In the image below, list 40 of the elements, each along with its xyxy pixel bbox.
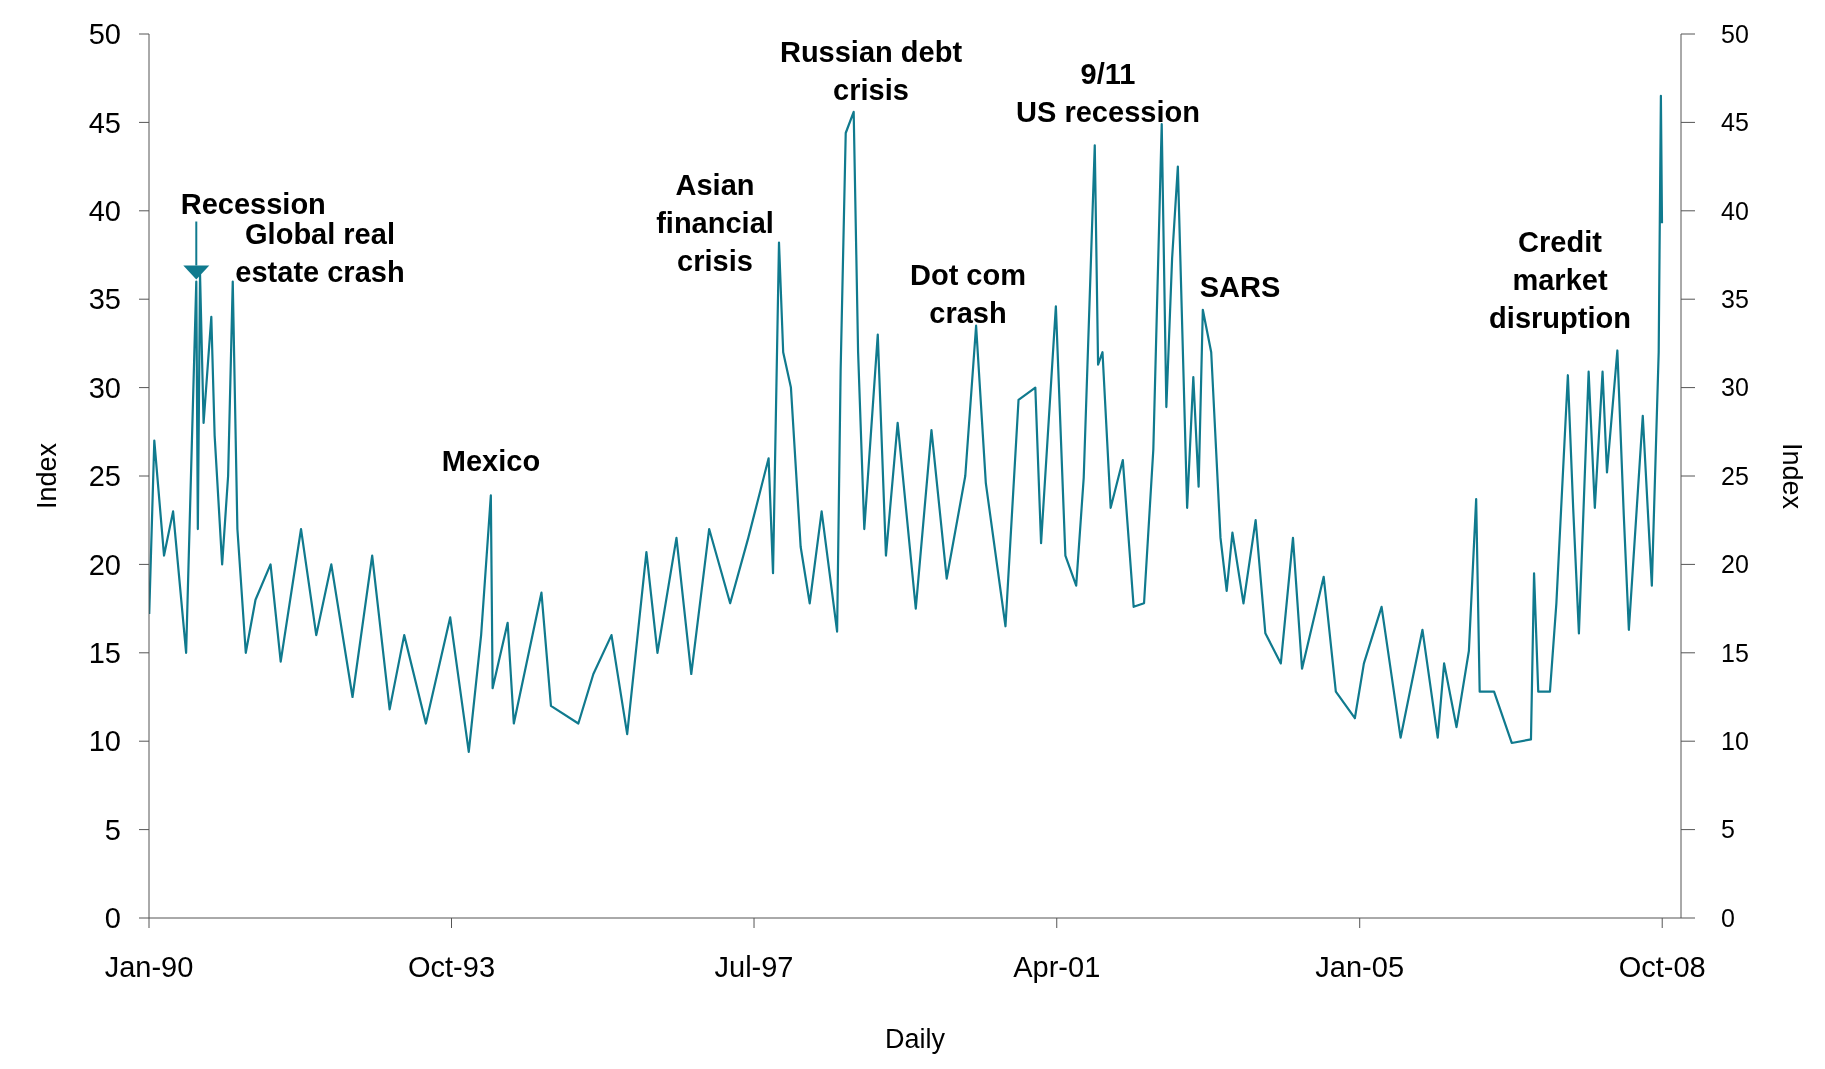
y-tick-label: 35 xyxy=(88,283,121,316)
y-tick-label: 45 xyxy=(88,106,121,139)
annotation: Mexico xyxy=(441,444,541,479)
y2-tick-label: 15 xyxy=(1721,638,1749,667)
annotation: Credit market disruption xyxy=(1489,225,1631,336)
y-tick-label: 0 xyxy=(104,902,121,935)
x-tick-label: Jan-90 xyxy=(104,950,194,983)
x-tick-label: Jul-97 xyxy=(714,950,794,983)
y-axis-title: Index xyxy=(31,442,62,510)
y2-tick-label: 50 xyxy=(1721,19,1749,48)
y2-axis-title: Index xyxy=(1777,442,1808,510)
y-tick-label: 30 xyxy=(88,371,121,404)
x-tick-label: Oct-93 xyxy=(408,950,496,983)
y2-tick-label: 10 xyxy=(1721,727,1749,756)
annotation: 9/11 US recession xyxy=(1016,57,1200,130)
y2-tick-label: 20 xyxy=(1721,550,1749,579)
y-tick-label: 50 xyxy=(88,18,121,51)
y-tick-label: 10 xyxy=(88,725,121,758)
annotation: Dot com crash xyxy=(910,258,1026,331)
y2-tick-label: 35 xyxy=(1721,285,1749,314)
x-tick-label: Apr-01 xyxy=(1013,950,1101,983)
y-tick-label: 5 xyxy=(104,813,121,846)
annotation: Global real estate crash xyxy=(235,217,405,290)
annotation: SARS xyxy=(1199,270,1281,305)
x-axis-title: Daily xyxy=(884,1024,946,1054)
y2-tick-label: 25 xyxy=(1721,461,1749,490)
y2-tick-label: 45 xyxy=(1721,108,1749,137)
y2-tick-label: 30 xyxy=(1721,373,1749,402)
x-tick-label: Oct-08 xyxy=(1618,950,1706,983)
annotation: Asian financial crisis xyxy=(656,168,774,279)
y-tick-label: 15 xyxy=(88,637,121,670)
y-tick-label: 40 xyxy=(88,195,121,228)
x-tick-label: Jan-05 xyxy=(1315,950,1405,983)
y-tick-label: 20 xyxy=(88,548,121,581)
y2-tick-label: 40 xyxy=(1721,196,1749,225)
annotation: Russian debt crisis xyxy=(779,35,963,108)
y2-tick-label: 0 xyxy=(1721,903,1735,932)
annotation: Recession xyxy=(180,187,326,220)
y2-tick-label: 5 xyxy=(1721,815,1735,844)
y-tick-label: 25 xyxy=(88,460,121,493)
